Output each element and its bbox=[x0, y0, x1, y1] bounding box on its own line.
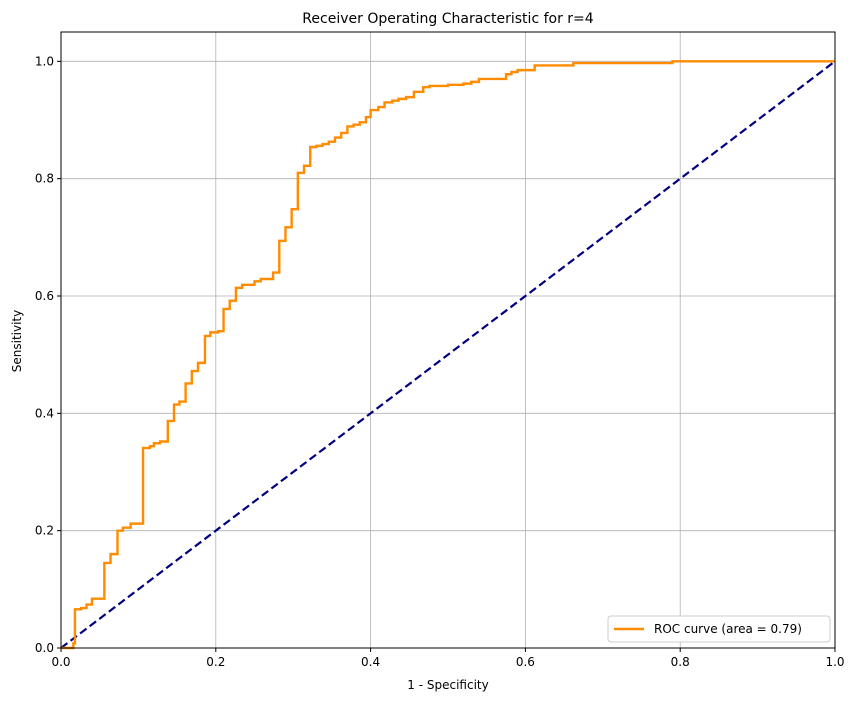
grid-lines bbox=[60, 32, 836, 649]
y-tick-label: 0.0 bbox=[35, 641, 54, 655]
x-tick-label: 0.2 bbox=[206, 655, 225, 669]
legend: ROC curve (area = 0.79) bbox=[607, 615, 831, 643]
series-layer bbox=[60, 60, 836, 650]
chance-diagonal-line bbox=[60, 60, 836, 649]
plot-background bbox=[61, 32, 835, 648]
y-axis-ticks: 0.0 0.2 0.4 0.6 0.8 1.0 bbox=[35, 54, 61, 655]
x-axis-ticks: 0.0 0.2 0.4 0.6 0.8 1.0 bbox=[51, 648, 845, 669]
x-tick-label: 1.0 bbox=[825, 655, 844, 669]
y-tick-label: 1.0 bbox=[35, 54, 54, 68]
y-tick-label: 0.2 bbox=[35, 524, 54, 538]
y-axis-label: Sensitivity bbox=[10, 310, 24, 372]
y-tick-label: 0.8 bbox=[35, 172, 54, 186]
plot-area bbox=[60, 31, 836, 650]
chart-title: Receiver Operating Characteristic for r=… bbox=[302, 11, 593, 27]
x-axis-label: 1 - Specificity bbox=[407, 678, 488, 692]
plot-frame bbox=[60, 31, 836, 649]
x-tick-label: 0.8 bbox=[671, 655, 690, 669]
y-tick-label: 0.6 bbox=[35, 289, 54, 303]
x-tick-label: 0.4 bbox=[361, 655, 380, 669]
roc-curve-line bbox=[61, 60, 835, 650]
legend-box bbox=[607, 615, 831, 643]
x-tick-label: 0.0 bbox=[51, 655, 70, 669]
y-tick-label: 0.4 bbox=[35, 406, 54, 420]
x-tick-label: 0.6 bbox=[516, 655, 535, 669]
legend-label-roc: ROC curve (area = 0.79) bbox=[654, 622, 802, 636]
